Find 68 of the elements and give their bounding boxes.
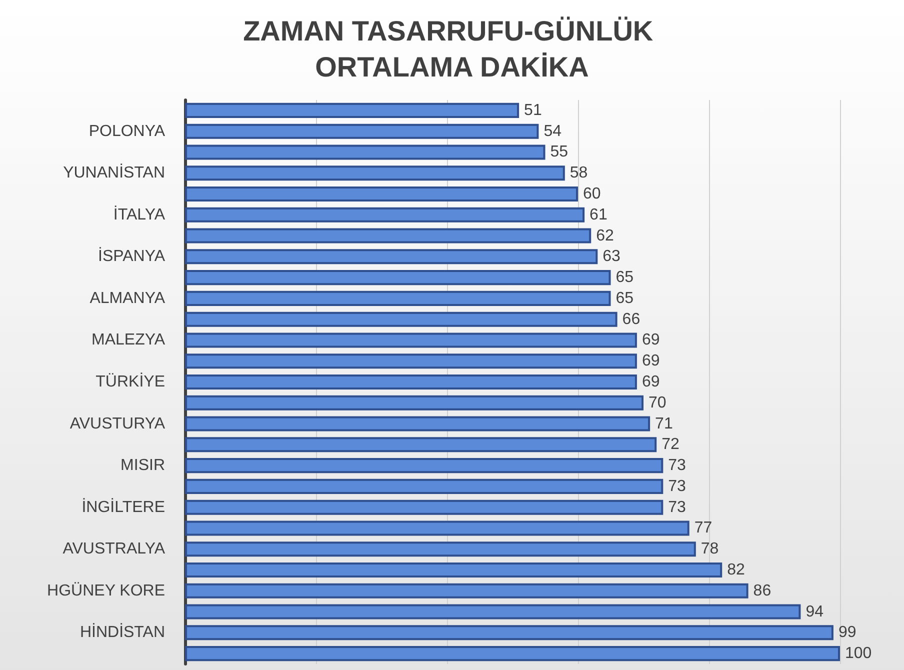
bar [185, 144, 546, 160]
bar [185, 646, 840, 662]
bar [185, 270, 611, 286]
bar [185, 102, 520, 118]
y-tick-label: HİNDİSTAN [80, 623, 165, 642]
bar [185, 437, 657, 452]
bar [185, 562, 722, 578]
data-label: 69 [642, 374, 660, 390]
y-tick-label: TÜRKİYE [96, 372, 165, 390]
data-label: 86 [753, 582, 772, 600]
bar [185, 354, 637, 369]
data-label: 51 [524, 102, 542, 119]
bar [185, 542, 696, 557]
bar [185, 458, 664, 474]
y-tick-label: YUNANİSTAN [63, 164, 165, 182]
data-label: 70 [648, 394, 666, 412]
data-label: 71 [655, 415, 673, 432]
data-label: 65 [616, 290, 634, 307]
data-label: 66 [622, 310, 640, 328]
bar [185, 228, 592, 244]
data-label: 82 [727, 562, 745, 578]
bar [185, 478, 664, 494]
bar [185, 520, 690, 536]
bar [185, 395, 644, 410]
bar [185, 416, 650, 432]
data-label: 58 [570, 164, 588, 182]
y-tick-label: AVUSTURYA [70, 415, 166, 432]
data-label: 77 [694, 520, 712, 537]
y-tick-label: POLONYA [88, 122, 166, 140]
data-label: 55 [550, 144, 568, 161]
data-label: 60 [583, 186, 601, 202]
bar [185, 290, 611, 306]
data-label: 100 [845, 645, 872, 662]
bar [185, 583, 748, 598]
bar [185, 207, 585, 222]
data-label: 63 [602, 248, 621, 266]
bar [185, 186, 578, 202]
bar [185, 604, 801, 620]
data-label: 61 [590, 206, 608, 224]
data-label: 73 [668, 478, 686, 495]
bar [185, 332, 637, 348]
y-tick-label: HGÜNEY KORE [47, 581, 165, 600]
data-label: 69 [642, 332, 660, 349]
bar [185, 249, 598, 264]
data-label: 99 [838, 624, 856, 642]
y-tick-label: MISIR [120, 457, 165, 474]
bar [185, 166, 565, 181]
data-label: 62 [596, 227, 614, 244]
bar [185, 625, 834, 640]
data-label: 72 [662, 436, 680, 454]
bar [185, 500, 664, 515]
data-label: 73 [668, 457, 686, 474]
data-label: 65 [616, 269, 634, 286]
y-tick-label: İSPANYA [98, 247, 166, 266]
bar [185, 312, 618, 327]
data-label: 54 [544, 122, 562, 140]
y-tick-label: İNGİLTERE [82, 498, 165, 516]
data-label: 78 [700, 540, 719, 558]
y-tick-label: İTALYA [113, 205, 166, 224]
bar [185, 374, 637, 390]
data-label: 94 [806, 603, 824, 620]
y-tick-label: AVUSTRALYA [62, 540, 166, 558]
y-tick-label: ALMANYA [90, 290, 166, 307]
data-label: 69 [642, 352, 660, 370]
y-tick-label: MALEZYA [92, 332, 166, 349]
bar [185, 124, 539, 139]
chart-title: ZAMAN TASARRUFU-GÜNLÜK ORTALAMA DAKİKA [243, 16, 661, 82]
data-label: 73 [668, 498, 686, 516]
